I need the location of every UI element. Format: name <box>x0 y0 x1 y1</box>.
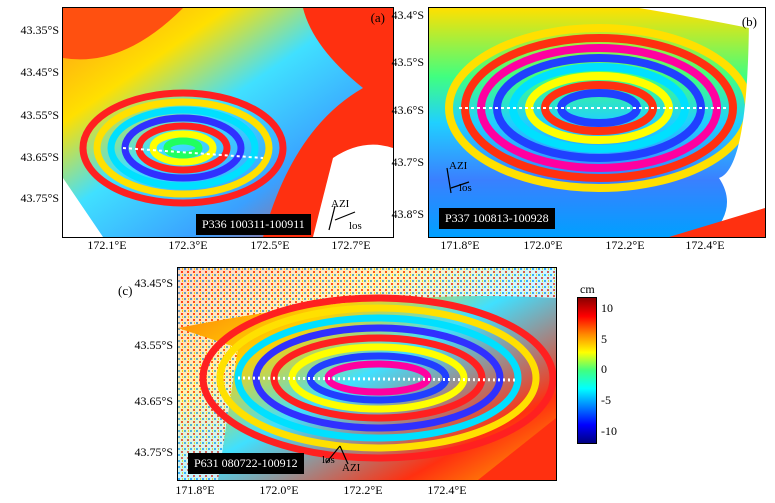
panel-b-y-tick: 43.6°S <box>391 103 424 117</box>
panel-a-y-tick: 43.35°S <box>20 23 59 37</box>
interferogram-b <box>429 8 765 237</box>
panel-c-map: (c) P631 080722-100912 los AZI <box>177 267 557 481</box>
panel-a-azimuth-label: AZI <box>331 198 350 210</box>
panel-c-x-tick: 172.2°E <box>343 483 383 497</box>
panel-a-x-tick: 172.1°E <box>87 238 127 252</box>
panel-b-y-tick: 43.7°S <box>391 155 424 169</box>
colorbar-tick: -5 <box>601 393 611 407</box>
panel-a-map: (a) P336 100311-100911 AZI los <box>62 7 394 238</box>
colorbar-tick: 10 <box>601 301 613 315</box>
azimuth-arrow-b <box>446 167 452 194</box>
panel-b-y-tick: 43.8°S <box>391 207 424 221</box>
los-arrow-b <box>450 181 470 189</box>
panel-c-y-tick: 43.45°S <box>134 276 173 290</box>
panel-c-x-tick: 172.4°E <box>427 483 467 497</box>
colorbar <box>577 297 597 444</box>
azimuth-arrow-c <box>325 445 341 464</box>
panel-b-letter: (b) <box>741 14 757 29</box>
panel-a-x-tick: 172.5°E <box>250 238 290 252</box>
interferogram-a <box>63 8 393 237</box>
panel-b-x-tick: 172.2°E <box>605 238 645 252</box>
panel-b-y-tick: 43.4°S <box>391 8 424 22</box>
panel-b-x-tick: 172.0°E <box>523 238 563 252</box>
panel-c-track-label: P631 080722-100912 <box>188 453 304 474</box>
panel-a-y-tick: 43.45°S <box>20 65 59 79</box>
panel-c-letter-outside: (c) <box>118 283 133 298</box>
los-arrow-c <box>339 445 349 465</box>
panel-c-los-label: los <box>322 454 335 466</box>
panel-c-x-tick: 171.8°E <box>175 483 215 497</box>
panel-a-track-label: P336 100311-100911 <box>196 214 311 235</box>
panel-c-azimuth-label: AZI <box>342 462 361 474</box>
colorbar-unit: cm <box>580 282 595 296</box>
los-arrow-a <box>334 211 356 221</box>
panel-b-los-label: los <box>459 182 472 194</box>
panel-a-x-tick: 172.7°E <box>331 238 371 252</box>
panel-c-y-tick: 43.65°S <box>134 394 173 408</box>
panel-a-los-label: los <box>349 220 362 232</box>
panel-c-y-tick: 43.55°S <box>134 338 173 352</box>
panel-a-y-tick: 43.55°S <box>20 108 59 122</box>
panel-b-y-tick: 43.5°S <box>391 55 424 69</box>
panel-a-y-tick: 43.75°S <box>20 191 59 205</box>
panel-c-y-tick: 43.75°S <box>134 445 173 459</box>
panel-a-y-tick: 43.65°S <box>20 150 59 164</box>
colorbar-tick: 5 <box>601 332 607 346</box>
panel-b-x-tick: 172.4°E <box>685 238 725 252</box>
panel-a-letter: (a) <box>370 10 385 25</box>
panel-b-track-label: P337 100813-100928 <box>439 208 555 229</box>
panel-b-azimuth-label: AZI <box>449 160 468 172</box>
panel-b-map: (b) P337 100813-100928 AZI los <box>428 7 766 238</box>
panel-b-x-tick: 171.8°E <box>440 238 480 252</box>
panel-a-x-tick: 172.3°E <box>168 238 208 252</box>
colorbar-tick: 0 <box>601 362 607 376</box>
colorbar-tick: -10 <box>601 424 617 438</box>
azimuth-arrow-a <box>328 205 336 231</box>
interferogram-c <box>178 268 556 480</box>
panel-c-x-tick: 172.0°E <box>259 483 299 497</box>
